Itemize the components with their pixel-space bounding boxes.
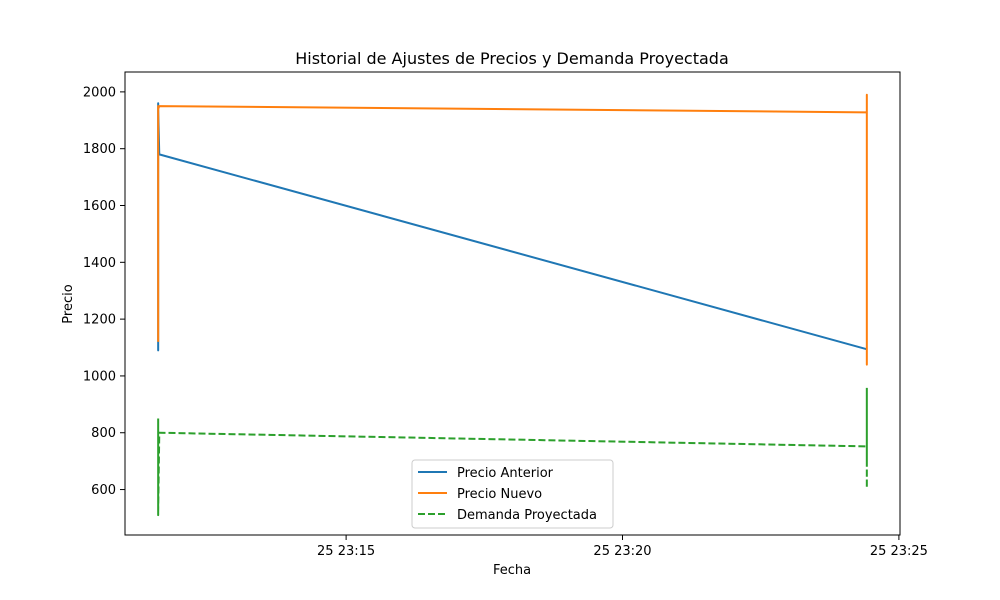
series-line-demanda-proyectada <box>157 386 868 517</box>
plot-frame <box>124 71 901 536</box>
y-tick-label: 600 <box>91 483 116 498</box>
x-tick-label: 25 23:25 <box>870 544 928 559</box>
legend: Precio Anterior Precio Nuevo Demanda Pro… <box>411 459 614 529</box>
y-tick-label: 1200 <box>83 313 116 328</box>
y-tick-label: 800 <box>91 426 116 441</box>
y-axis-label: Precio <box>61 284 76 323</box>
x-axis-label: Fecha <box>493 563 531 578</box>
legend-label-precio-anterior: Precio Anterior <box>457 466 554 481</box>
chart-title: Historial de Ajustes de Precios y Demand… <box>295 49 729 68</box>
y-tick-label: 1800 <box>83 142 116 157</box>
legend-box <box>411 459 614 529</box>
y-tick-label: 1000 <box>83 369 116 384</box>
x-tick-label: 25 23:20 <box>593 544 651 559</box>
legend-label-precio-nuevo: Precio Nuevo <box>457 487 542 502</box>
y-tick-label: 2000 <box>83 85 116 100</box>
legend-label-demanda-proyectada: Demanda Proyectada <box>457 508 597 523</box>
series-line-precio-nuevo <box>157 93 868 366</box>
x-tick-label: 25 23:15 <box>317 544 375 559</box>
y-axis: 600 800 1000 1200 1400 1600 1800 2000 <box>83 85 125 498</box>
y-tick-label: 1400 <box>83 256 116 271</box>
y-tick-label: 1600 <box>83 199 116 214</box>
plot-lines <box>157 93 868 517</box>
x-axis: 25 23:15 25 23:20 25 23:25 <box>317 535 928 559</box>
